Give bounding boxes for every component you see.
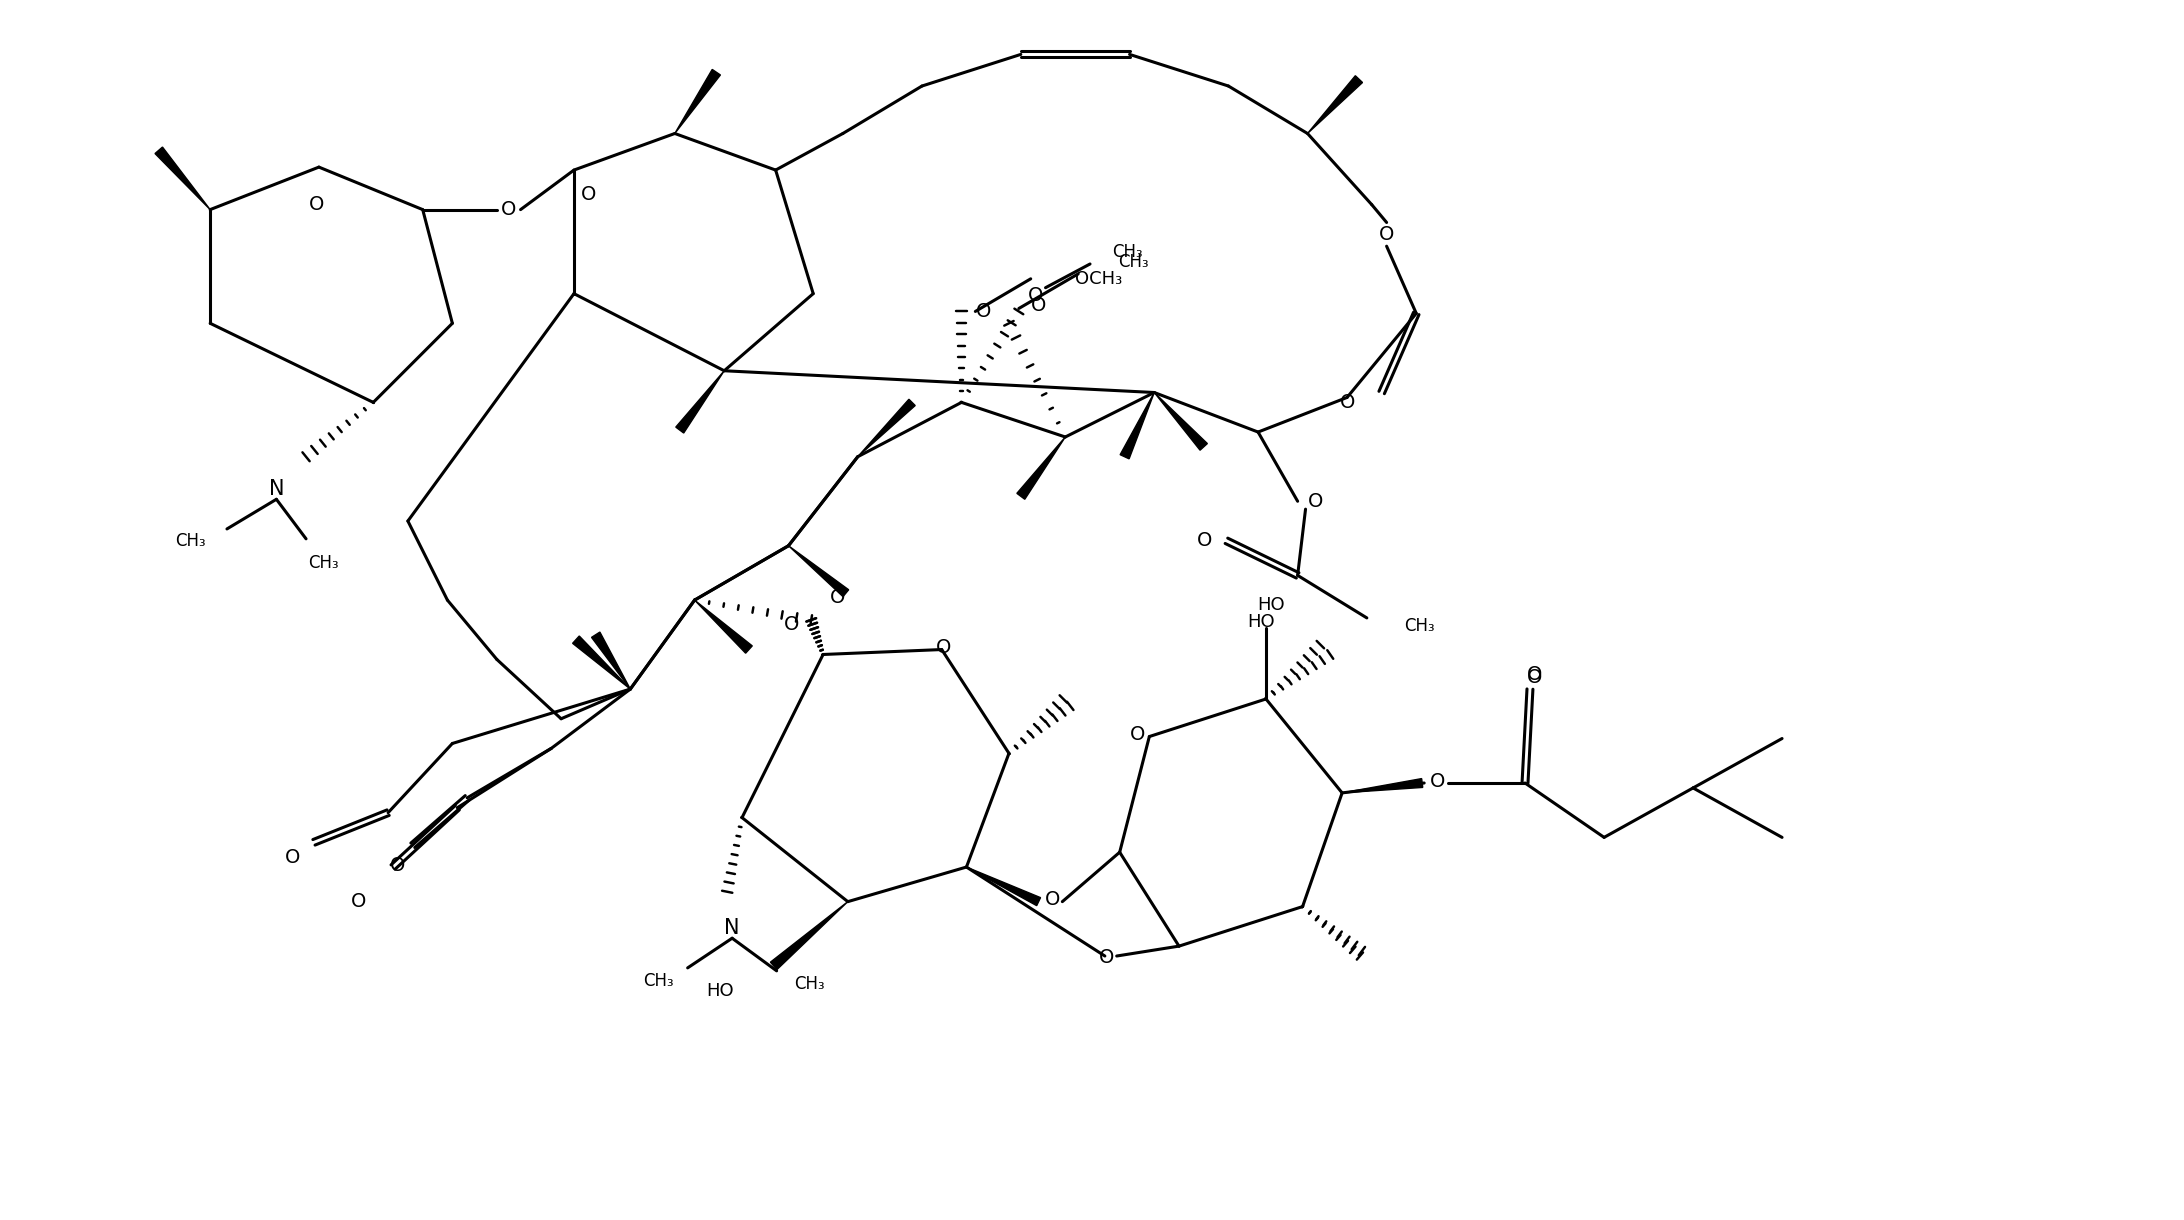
Polygon shape <box>675 371 725 433</box>
Text: O: O <box>284 848 299 866</box>
Polygon shape <box>572 636 631 689</box>
Text: O: O <box>830 588 845 606</box>
Text: O: O <box>1431 771 1446 791</box>
Polygon shape <box>1120 393 1155 459</box>
Text: HO: HO <box>1258 597 1284 614</box>
Text: CH₃: CH₃ <box>175 532 205 550</box>
Text: N: N <box>725 919 740 938</box>
Text: O: O <box>1527 665 1542 683</box>
Text: O: O <box>1099 948 1114 967</box>
Text: O: O <box>1197 531 1212 550</box>
Text: O: O <box>976 301 992 321</box>
Text: CH₃: CH₃ <box>1404 617 1435 634</box>
Text: CH₃: CH₃ <box>1118 253 1149 271</box>
Polygon shape <box>675 70 721 133</box>
Text: O: O <box>784 615 799 634</box>
Polygon shape <box>788 545 850 597</box>
Polygon shape <box>1343 778 1422 793</box>
Text: CH₃: CH₃ <box>1112 243 1142 261</box>
Polygon shape <box>771 902 847 970</box>
Text: O: O <box>1378 224 1393 244</box>
Polygon shape <box>968 867 1040 905</box>
Text: O: O <box>1527 667 1542 687</box>
Text: O: O <box>581 185 596 204</box>
Text: O: O <box>1029 287 1044 305</box>
Text: O: O <box>937 638 952 658</box>
Text: O: O <box>391 855 406 875</box>
Text: HO: HO <box>1247 612 1275 631</box>
Text: CH₃: CH₃ <box>642 972 673 989</box>
Text: O: O <box>352 892 367 911</box>
Text: CH₃: CH₃ <box>795 975 826 993</box>
Text: O: O <box>1044 891 1059 909</box>
Polygon shape <box>695 600 751 653</box>
Polygon shape <box>592 632 631 689</box>
Text: O: O <box>1129 725 1144 744</box>
Text: O: O <box>1308 492 1324 511</box>
Polygon shape <box>1155 393 1208 450</box>
Polygon shape <box>858 399 915 456</box>
Text: O: O <box>1339 393 1354 412</box>
Polygon shape <box>1018 437 1066 499</box>
Polygon shape <box>1308 76 1363 133</box>
Text: N: N <box>269 479 284 499</box>
Text: HO: HO <box>705 982 734 999</box>
Text: O: O <box>1031 296 1046 315</box>
Text: OCH₃: OCH₃ <box>1075 270 1123 288</box>
Text: O: O <box>310 195 325 215</box>
Polygon shape <box>155 148 210 210</box>
Text: CH₃: CH₃ <box>308 554 339 571</box>
Text: O: O <box>500 200 515 220</box>
